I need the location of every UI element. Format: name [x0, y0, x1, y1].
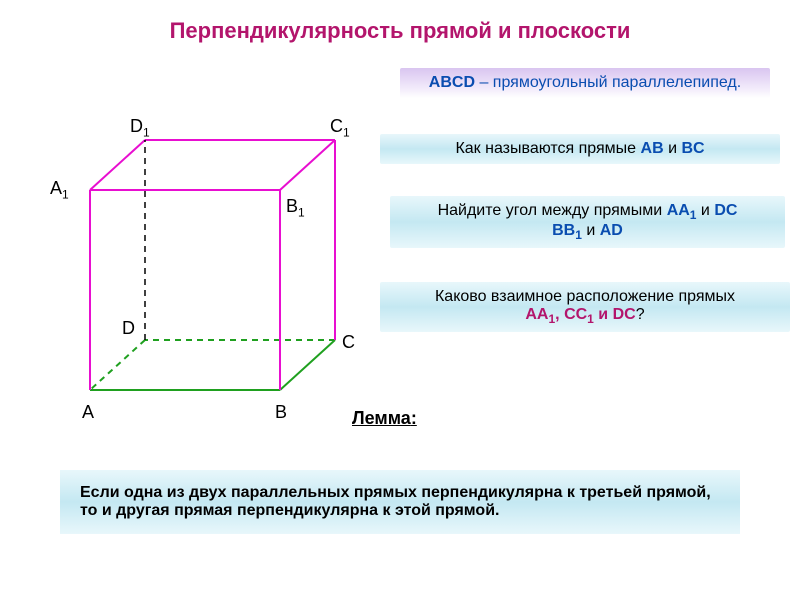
- vertex-label-C: C: [342, 332, 355, 353]
- vertex-label-B: B: [275, 402, 287, 423]
- vertex-label-A: A: [82, 402, 94, 423]
- vertex-label-D: D: [122, 318, 135, 339]
- lemma-suffix: :: [411, 408, 417, 428]
- cube-diagram: A B C D A1 B1 C1 D1: [30, 60, 370, 420]
- lemma-text: Лемма: [352, 408, 411, 428]
- edge-B-C: [280, 340, 335, 390]
- edge-D-A: [90, 340, 145, 390]
- question-box-3: Каково взаимное расположение прямыхAA1, …: [380, 282, 790, 332]
- cube-svg: [30, 60, 370, 420]
- vertex-label-A1: A1: [50, 178, 69, 202]
- vertex-label-B1: B1: [286, 196, 305, 220]
- slide-title: Перпендикулярность прямой и плоскости: [0, 0, 800, 44]
- info-box-definition: ABCD – прямоугольный параллелепипед.: [400, 68, 770, 98]
- vertex-label-C1: C1: [330, 116, 350, 140]
- vertex-label-D1: D1: [130, 116, 150, 140]
- lemma-label: Лемма:: [352, 408, 417, 429]
- title-text: Перпендикулярность прямой и плоскости: [170, 18, 631, 43]
- question-box-2: Найдите угол между прямыми AA1 и DCBB1 и…: [390, 196, 785, 248]
- question-box-1: Как называются прямые AB и BC: [380, 134, 780, 164]
- lemma-body: Если одна из двух параллельных прямых пе…: [80, 484, 711, 519]
- edge-D1-A1: [90, 140, 145, 190]
- edge-B1-C1: [280, 140, 335, 190]
- lemma-statement: Если одна из двух параллельных прямых пе…: [60, 470, 740, 534]
